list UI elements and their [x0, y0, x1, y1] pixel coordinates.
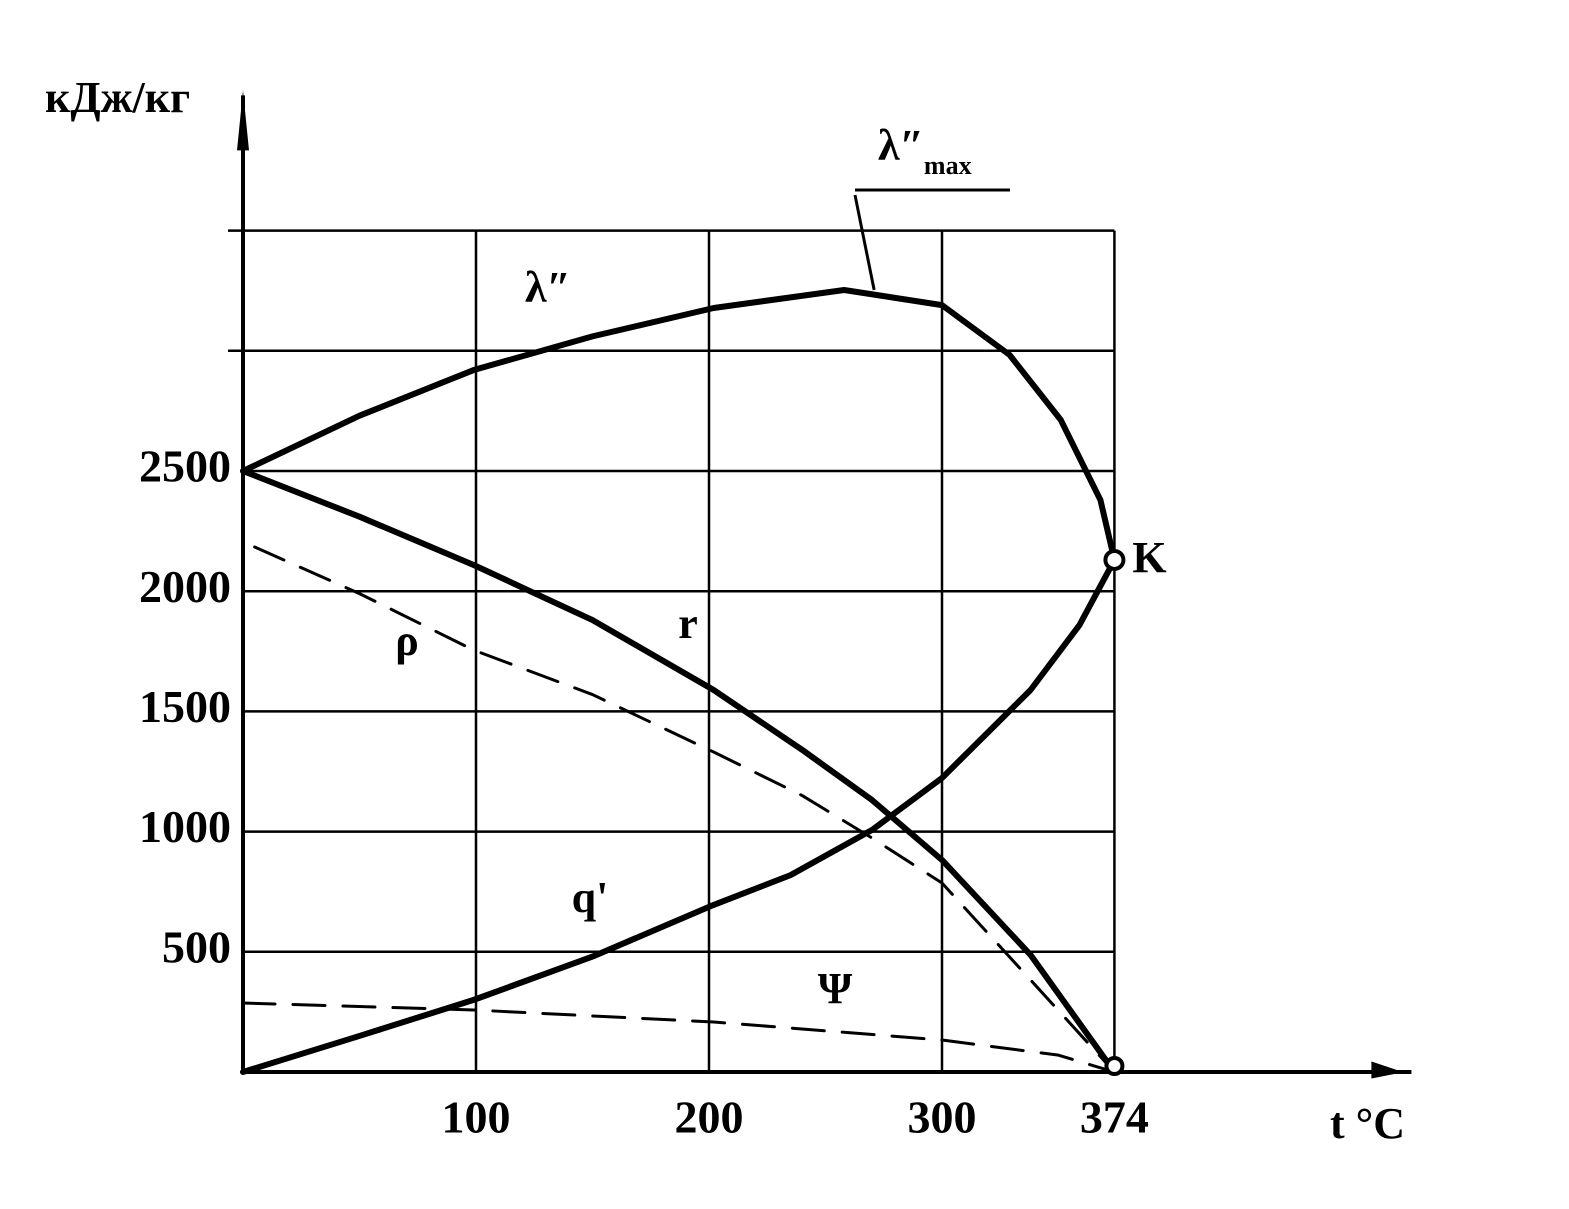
y-tick-label: 1000 [139, 801, 231, 852]
y-tick-label: 2000 [139, 561, 231, 612]
annotation: K [1132, 533, 1166, 582]
y-tick-label: 1500 [139, 681, 231, 732]
x-tick-label: 200 [675, 1092, 744, 1143]
y-axis-arrow [237, 90, 249, 151]
series-line [240, 468, 1118, 1075]
series-line [240, 556, 1118, 1075]
annotation-sub: max [924, 151, 972, 180]
critical-point [1103, 548, 1126, 571]
y-tick-label: 500 [162, 921, 231, 972]
series-label: q' [572, 873, 609, 922]
series-line [240, 286, 1118, 563]
x-tick-label: 100 [442, 1092, 511, 1143]
annotation: λ″max [878, 121, 972, 180]
series-label: Ψ [818, 964, 853, 1013]
series-label: r [678, 599, 698, 648]
series-label: ρ [395, 616, 419, 665]
end-point [1104, 1056, 1125, 1076]
series-line [253, 545, 1116, 1074]
series-label: λ″ [525, 263, 571, 312]
y-tick-label: 2500 [139, 441, 231, 492]
x-axis-label: t °C [1330, 1099, 1405, 1148]
annotation-leader [853, 194, 876, 291]
x-tick-label: 300 [908, 1092, 977, 1143]
series-line [241, 1001, 1116, 1074]
x-axis-arrow [1371, 1061, 1404, 1079]
x-tick-label: 374 [1080, 1092, 1149, 1143]
annotation-text: λ″ [878, 121, 924, 170]
y-axis-label: кДж/кг [45, 73, 190, 122]
